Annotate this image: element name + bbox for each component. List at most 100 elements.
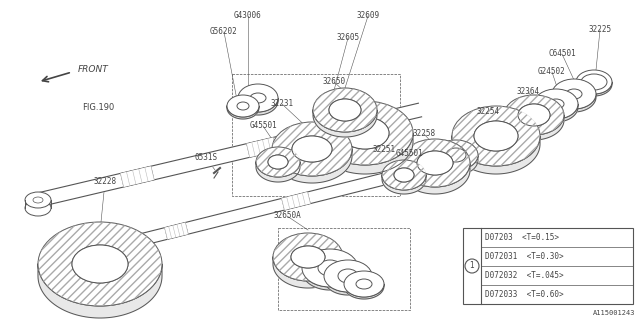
Polygon shape xyxy=(246,137,276,157)
Polygon shape xyxy=(382,175,426,194)
Ellipse shape xyxy=(434,140,478,170)
Polygon shape xyxy=(552,94,596,112)
Polygon shape xyxy=(534,104,578,122)
Ellipse shape xyxy=(292,136,332,162)
Text: 32231: 32231 xyxy=(271,100,294,108)
Polygon shape xyxy=(400,163,470,194)
Ellipse shape xyxy=(268,155,288,169)
Text: 32650: 32650 xyxy=(323,77,346,86)
Ellipse shape xyxy=(534,89,578,119)
Ellipse shape xyxy=(548,99,564,109)
Ellipse shape xyxy=(417,151,453,175)
Ellipse shape xyxy=(318,260,342,276)
Ellipse shape xyxy=(238,84,278,112)
Text: 32605: 32605 xyxy=(337,34,360,43)
Polygon shape xyxy=(329,110,361,126)
Ellipse shape xyxy=(581,74,607,90)
Ellipse shape xyxy=(356,279,372,289)
Ellipse shape xyxy=(291,246,325,268)
Text: 32228: 32228 xyxy=(93,178,116,187)
Text: D072032  <T=.045>: D072032 <T=.045> xyxy=(485,271,564,280)
Polygon shape xyxy=(72,264,128,295)
Ellipse shape xyxy=(72,245,128,283)
Ellipse shape xyxy=(338,269,358,283)
Ellipse shape xyxy=(25,200,51,216)
Ellipse shape xyxy=(272,122,352,176)
Ellipse shape xyxy=(33,197,43,203)
Ellipse shape xyxy=(302,249,358,287)
Polygon shape xyxy=(394,175,414,186)
Ellipse shape xyxy=(394,168,414,182)
Ellipse shape xyxy=(227,95,259,117)
Polygon shape xyxy=(302,268,358,290)
Ellipse shape xyxy=(237,102,249,110)
Text: G45501: G45501 xyxy=(396,149,424,158)
Ellipse shape xyxy=(446,148,466,162)
Ellipse shape xyxy=(329,99,361,121)
Text: 32251: 32251 xyxy=(372,146,396,155)
Polygon shape xyxy=(317,133,413,174)
Ellipse shape xyxy=(341,117,389,149)
Ellipse shape xyxy=(518,104,550,126)
Ellipse shape xyxy=(250,93,266,103)
Ellipse shape xyxy=(474,121,518,151)
Ellipse shape xyxy=(329,99,361,121)
Polygon shape xyxy=(238,98,278,115)
Ellipse shape xyxy=(344,271,384,297)
Polygon shape xyxy=(417,163,453,182)
Ellipse shape xyxy=(504,95,564,135)
Text: FRONT: FRONT xyxy=(78,66,109,75)
Polygon shape xyxy=(246,137,276,157)
Text: D072033  <T=0.60>: D072033 <T=0.60> xyxy=(485,290,564,299)
Ellipse shape xyxy=(273,233,343,281)
Polygon shape xyxy=(446,155,466,167)
Text: G24502: G24502 xyxy=(538,68,566,76)
Ellipse shape xyxy=(566,89,582,99)
Ellipse shape xyxy=(552,79,596,109)
Text: G56202: G56202 xyxy=(210,28,238,36)
Ellipse shape xyxy=(38,222,162,306)
Ellipse shape xyxy=(400,139,470,187)
Polygon shape xyxy=(272,149,352,183)
Ellipse shape xyxy=(576,70,612,94)
Text: FIG.190: FIG.190 xyxy=(82,103,114,112)
Polygon shape xyxy=(463,228,633,304)
Polygon shape xyxy=(256,162,300,182)
Polygon shape xyxy=(452,136,540,174)
Text: A115001243: A115001243 xyxy=(593,310,635,316)
Polygon shape xyxy=(227,106,259,119)
Ellipse shape xyxy=(268,155,288,169)
Ellipse shape xyxy=(72,245,128,283)
Ellipse shape xyxy=(256,147,300,177)
Text: 1: 1 xyxy=(470,261,474,270)
Ellipse shape xyxy=(394,168,414,182)
Text: 32650A: 32650A xyxy=(273,212,301,220)
Text: 32258: 32258 xyxy=(412,130,436,139)
Polygon shape xyxy=(164,222,188,239)
Ellipse shape xyxy=(452,106,540,166)
Text: G43006: G43006 xyxy=(234,12,262,20)
Polygon shape xyxy=(291,257,325,275)
Ellipse shape xyxy=(446,148,466,162)
Polygon shape xyxy=(324,276,372,295)
Polygon shape xyxy=(344,284,384,299)
Text: G45501: G45501 xyxy=(249,122,277,131)
Text: 32254: 32254 xyxy=(476,108,500,116)
Text: D072031  <T=0.30>: D072031 <T=0.30> xyxy=(485,252,564,261)
Polygon shape xyxy=(313,110,377,137)
Ellipse shape xyxy=(324,260,372,292)
Ellipse shape xyxy=(292,136,332,162)
Polygon shape xyxy=(164,222,188,239)
Polygon shape xyxy=(282,192,310,210)
Polygon shape xyxy=(120,166,154,187)
Polygon shape xyxy=(38,264,162,318)
Ellipse shape xyxy=(417,151,453,175)
Polygon shape xyxy=(504,115,564,140)
Polygon shape xyxy=(518,115,550,131)
Polygon shape xyxy=(273,257,343,288)
Polygon shape xyxy=(36,103,422,207)
Text: 32225: 32225 xyxy=(588,26,612,35)
Text: 32609: 32609 xyxy=(356,12,380,20)
Ellipse shape xyxy=(317,101,413,165)
Polygon shape xyxy=(434,155,478,175)
